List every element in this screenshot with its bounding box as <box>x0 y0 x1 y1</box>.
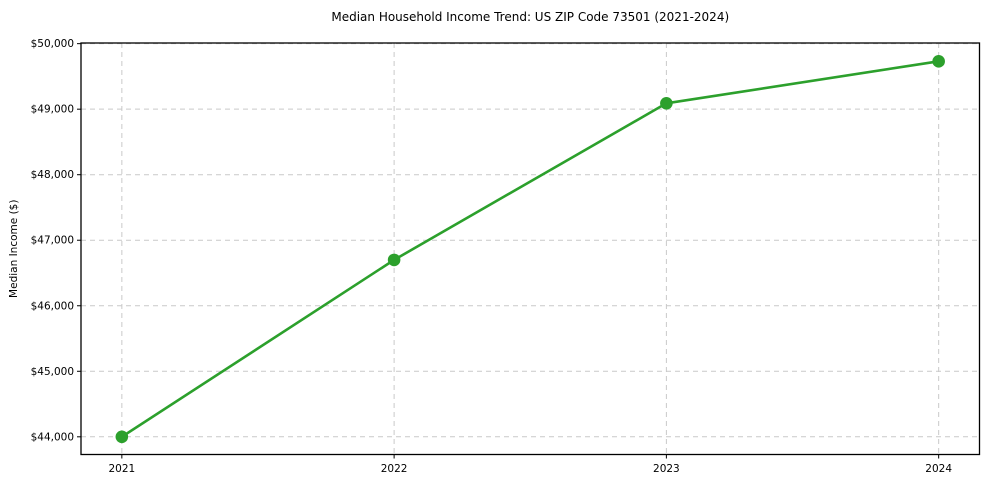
data-point <box>932 55 945 68</box>
chart-title: Median Household Income Trend: US ZIP Co… <box>331 10 729 24</box>
y-tick-label: $46,000 <box>31 300 74 312</box>
data-point <box>387 253 401 267</box>
x-tick-label: 2024 <box>925 463 952 475</box>
y-tick-label: $50,000 <box>31 38 74 50</box>
y-axis-label: Median Income ($) <box>8 200 20 298</box>
y-tick-label: $47,000 <box>31 235 74 247</box>
axis-tick-labels: $44,000 $45,000 $46,000 $47,000 $48,000 $49,0… <box>31 38 953 475</box>
axis-ticks <box>77 43 940 459</box>
trend-line <box>120 60 940 439</box>
y-tick-label: $48,000 <box>31 169 74 181</box>
data-point <box>660 96 673 110</box>
data-point <box>115 430 129 444</box>
y-tick-label: $45,000 <box>31 366 74 378</box>
x-tick-label: 2022 <box>381 463 408 475</box>
y-tick-label: $49,000 <box>31 104 74 116</box>
x-tick-label: 2021 <box>108 463 135 475</box>
plot-border <box>80 42 981 456</box>
x-tick-label: 2023 <box>653 463 680 475</box>
gridlines <box>81 43 980 455</box>
y-tick-label: $44,000 <box>31 431 74 443</box>
data-series <box>115 55 945 444</box>
